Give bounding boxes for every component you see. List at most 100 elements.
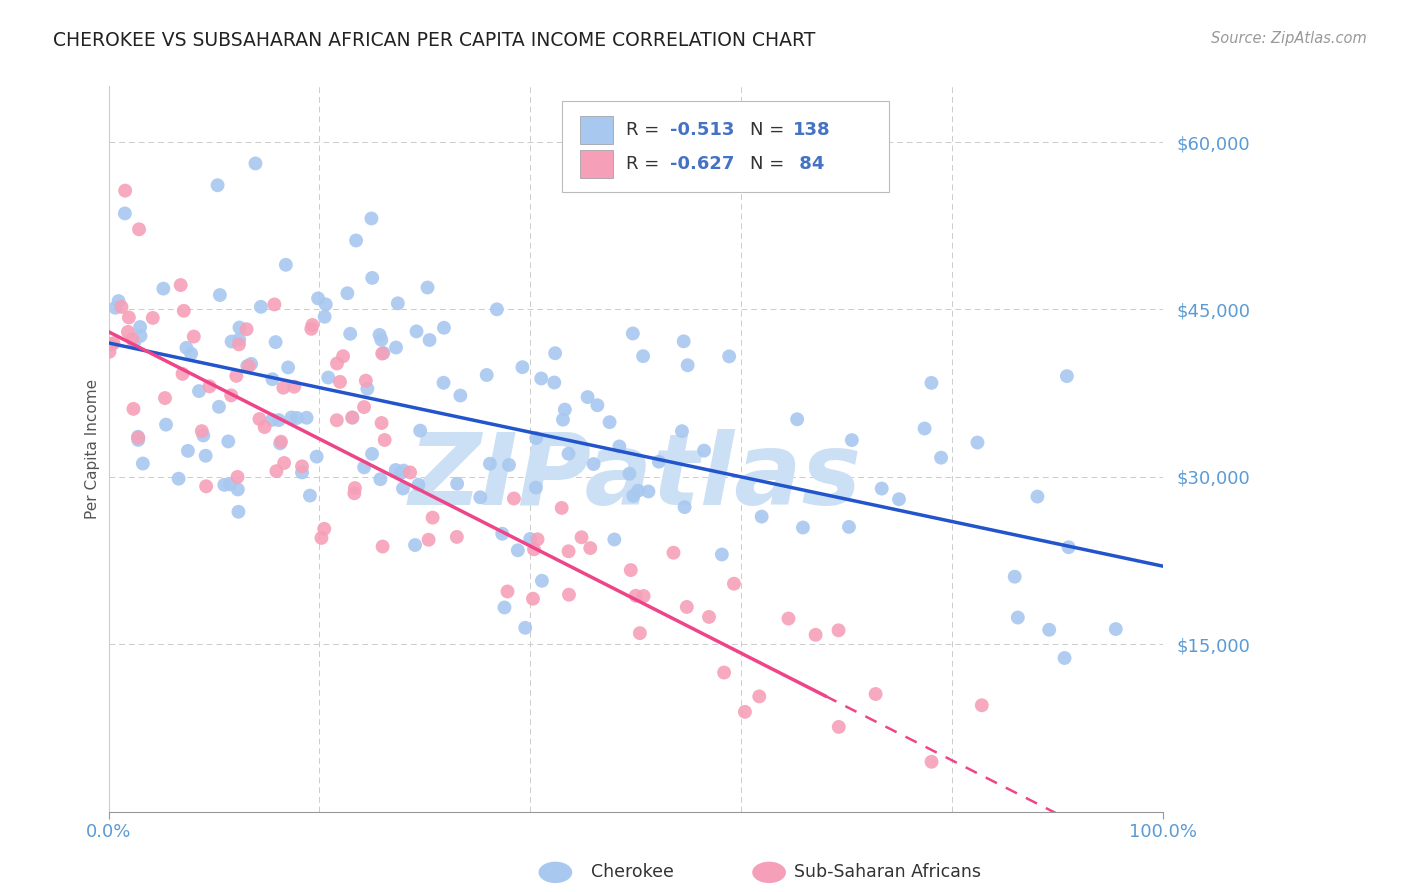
Point xyxy=(433,320,456,334)
Point xyxy=(828,720,851,734)
Point xyxy=(751,509,773,524)
Point xyxy=(339,326,361,341)
Point xyxy=(627,483,650,498)
Point xyxy=(373,346,395,360)
Point xyxy=(498,458,520,472)
Point xyxy=(609,439,631,453)
Point xyxy=(929,450,952,465)
Text: N =: N = xyxy=(751,155,790,173)
Point xyxy=(264,335,287,350)
Point xyxy=(579,541,602,555)
Point xyxy=(914,421,936,435)
Point xyxy=(270,434,292,449)
Point xyxy=(370,333,392,347)
Point xyxy=(838,520,860,534)
Point xyxy=(153,391,176,405)
Point xyxy=(637,484,659,499)
Point xyxy=(392,464,415,478)
Point xyxy=(253,420,276,434)
Point xyxy=(169,278,191,293)
Point xyxy=(194,449,217,463)
Point xyxy=(970,698,993,713)
Point xyxy=(416,280,439,294)
Point xyxy=(865,687,887,701)
Point xyxy=(273,381,295,395)
Point xyxy=(343,481,366,495)
Point xyxy=(371,346,394,360)
Point xyxy=(392,482,415,496)
Point xyxy=(524,481,547,495)
Point xyxy=(385,341,408,355)
Point xyxy=(870,482,893,496)
Point xyxy=(342,410,364,425)
Point xyxy=(316,370,339,384)
Point xyxy=(298,489,321,503)
Point xyxy=(586,398,609,412)
Point xyxy=(267,413,290,427)
Point xyxy=(1026,490,1049,504)
Point xyxy=(343,486,366,500)
Point xyxy=(676,358,699,372)
Point xyxy=(734,705,756,719)
Point xyxy=(245,156,267,170)
Point xyxy=(523,542,546,557)
Point xyxy=(283,379,305,393)
Point xyxy=(491,526,513,541)
Point xyxy=(384,463,406,477)
Point xyxy=(249,412,271,426)
Point xyxy=(226,483,249,497)
Point xyxy=(172,367,194,381)
Point xyxy=(353,400,375,414)
Point xyxy=(285,411,308,425)
Point xyxy=(374,433,396,447)
Point xyxy=(236,359,259,373)
Point xyxy=(633,589,655,603)
Point xyxy=(446,530,468,544)
Point xyxy=(280,410,302,425)
Point xyxy=(718,350,741,364)
Point xyxy=(173,303,195,318)
Point xyxy=(117,325,139,339)
Point xyxy=(114,206,136,220)
Point xyxy=(631,349,654,363)
Point xyxy=(675,599,697,614)
Point xyxy=(387,296,409,310)
Point xyxy=(475,368,498,382)
Text: N =: N = xyxy=(751,121,790,139)
Point xyxy=(1004,569,1026,583)
Point xyxy=(693,443,716,458)
Point xyxy=(399,466,422,480)
Point xyxy=(356,382,378,396)
Text: 138: 138 xyxy=(793,121,830,139)
Point xyxy=(710,548,733,562)
FancyBboxPatch shape xyxy=(562,101,889,192)
Point xyxy=(195,479,218,493)
Point xyxy=(361,447,384,461)
Point xyxy=(519,532,541,546)
Point xyxy=(470,491,492,505)
Point xyxy=(1105,622,1128,636)
Point xyxy=(354,374,377,388)
Point xyxy=(291,459,314,474)
Point xyxy=(269,436,291,450)
Point xyxy=(368,327,391,342)
Point xyxy=(621,326,644,341)
Point xyxy=(336,286,359,301)
Text: Cherokee: Cherokee xyxy=(591,863,673,881)
Point xyxy=(599,415,621,429)
Point xyxy=(648,455,671,469)
Point xyxy=(104,301,127,315)
Point xyxy=(515,621,537,635)
Point xyxy=(723,576,745,591)
Point xyxy=(225,368,247,383)
Text: 84: 84 xyxy=(793,155,824,173)
Point xyxy=(804,628,827,642)
Point xyxy=(921,755,943,769)
Text: Source: ZipAtlas.com: Source: ZipAtlas.com xyxy=(1211,31,1367,46)
Point xyxy=(235,322,257,336)
Point xyxy=(228,505,250,519)
Point xyxy=(307,292,329,306)
Point xyxy=(176,341,198,355)
Point xyxy=(1007,610,1029,624)
Point xyxy=(273,456,295,470)
